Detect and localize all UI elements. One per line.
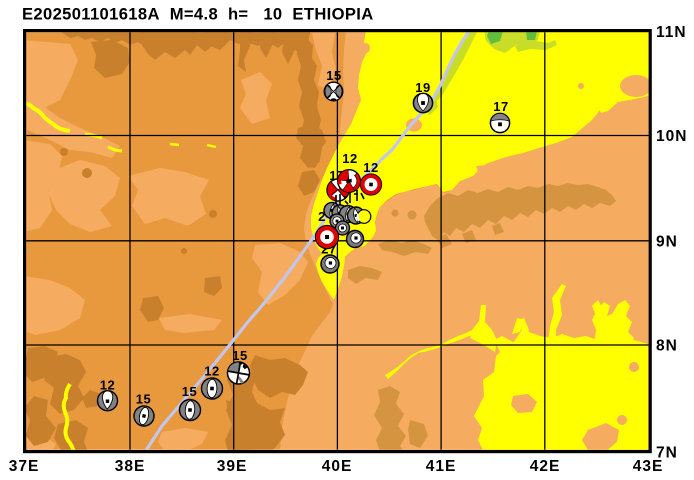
- svg-text:9N: 9N: [656, 234, 678, 251]
- svg-text:7N: 7N: [656, 445, 678, 462]
- svg-text:17: 17: [493, 99, 508, 114]
- svg-text:10N: 10N: [656, 128, 687, 145]
- svg-text:12: 12: [342, 151, 357, 166]
- svg-text:42E: 42E: [530, 458, 561, 475]
- svg-text:38E: 38E: [115, 458, 146, 475]
- svg-text:43E: 43E: [633, 458, 664, 475]
- svg-text:15: 15: [232, 348, 247, 363]
- svg-text:15: 15: [326, 68, 341, 83]
- svg-text:37E: 37E: [9, 458, 40, 475]
- svg-text:12: 12: [100, 378, 115, 393]
- svg-text:E202501101618A M=4.8 h= 10: E202501101618A M=4.8 h= 10 ETHIOPIA: [22, 5, 374, 24]
- svg-text:2: 2: [318, 209, 326, 224]
- svg-text:39E: 39E: [217, 458, 248, 475]
- svg-text:12: 12: [204, 364, 219, 379]
- svg-text:40E: 40E: [322, 458, 353, 475]
- svg-text:19: 19: [415, 80, 430, 95]
- svg-text:11N: 11N: [656, 24, 687, 41]
- svg-text:8N: 8N: [656, 338, 678, 355]
- svg-text:15: 15: [136, 392, 151, 407]
- svg-text:41E: 41E: [426, 458, 457, 475]
- svg-text:12: 12: [363, 160, 378, 175]
- svg-text:15: 15: [182, 384, 197, 399]
